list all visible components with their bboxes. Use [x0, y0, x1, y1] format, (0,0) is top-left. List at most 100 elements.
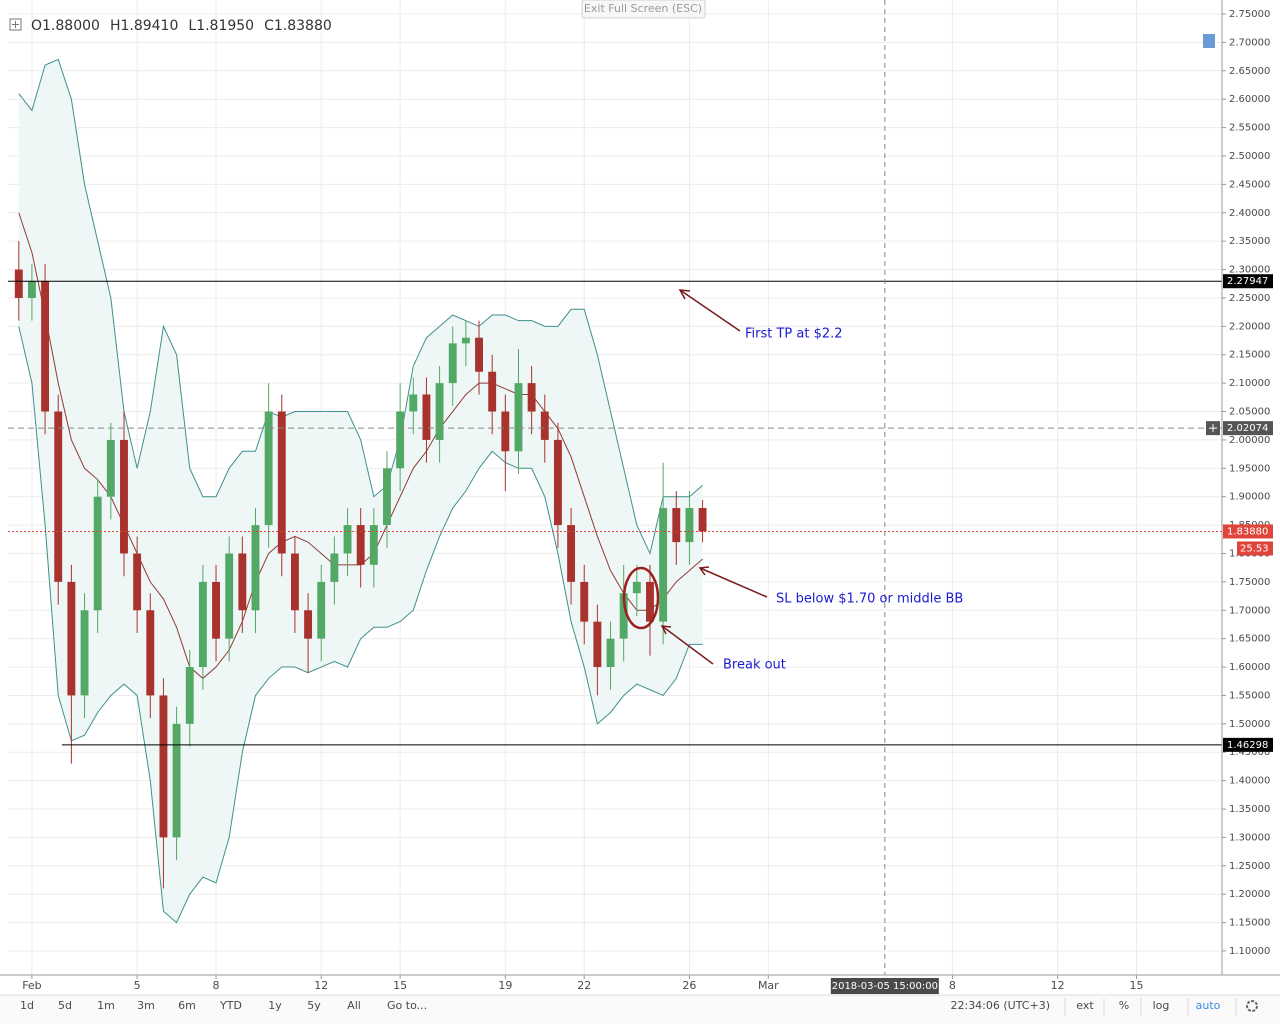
price-label: 1.46298 [1227, 740, 1268, 751]
range-button[interactable]: 6m [178, 999, 196, 1012]
candle-body [514, 383, 523, 452]
y-tick-label: 2.55000 [1229, 123, 1270, 134]
option-button[interactable]: log [1153, 999, 1170, 1012]
candle-body [659, 508, 668, 622]
range-button[interactable]: 5d [58, 999, 72, 1012]
settings-icon[interactable] [1246, 1000, 1258, 1012]
candle-body [632, 581, 641, 594]
price-sublabel-box [1237, 541, 1273, 556]
option-button[interactable]: % [1119, 999, 1129, 1012]
candle-body [290, 553, 299, 611]
y-tick-label: 1.95000 [1229, 463, 1270, 474]
arrow-head [698, 566, 710, 576]
y-tick-label: 1.60000 [1229, 662, 1270, 673]
candle-body [212, 581, 220, 639]
price-label: 2.02074 [1227, 423, 1268, 434]
candle-body [383, 468, 391, 526]
arrow [699, 567, 768, 598]
scale-icon[interactable] [1203, 34, 1215, 48]
ohlc-key: L [188, 18, 196, 34]
collapse-icon[interactable] [9, 18, 22, 31]
band-line [18, 326, 703, 924]
candle-body [396, 411, 405, 469]
candle-body [501, 411, 510, 452]
candle-body [343, 525, 352, 554]
range-button[interactable]: 1d [20, 999, 34, 1012]
x-tick-label: 26 [682, 979, 696, 992]
x-tick-label: 5 [134, 979, 141, 992]
y-tick-label: 2.60000 [1229, 94, 1270, 105]
y-tick-label: 1.90000 [1229, 492, 1270, 503]
range-button[interactable]: All [347, 999, 361, 1012]
candle-body [264, 411, 273, 526]
x-tick-label: 15 [393, 979, 407, 992]
candle-body [54, 411, 63, 582]
candle-body [567, 525, 576, 582]
ohlc-key: C [264, 18, 274, 34]
candle-body [317, 581, 326, 639]
range-button[interactable]: 3m [137, 999, 155, 1012]
candle-body [238, 553, 247, 611]
candle-body [606, 638, 615, 668]
y-tick-label: 1.55000 [1229, 690, 1270, 701]
arrow-head [678, 289, 691, 300]
candle-body [251, 525, 260, 611]
candle-body [435, 383, 444, 440]
arrows [660, 289, 768, 665]
plot [14, 58, 707, 924]
annotation: Break out [723, 658, 786, 673]
fullscreen-button[interactable] [581, 0, 706, 19]
candle-body [422, 394, 431, 440]
y-tick-label: 2.65000 [1229, 66, 1270, 77]
ohlc-value: 1.89410 [120, 18, 178, 34]
ohlc-key: H [110, 18, 121, 34]
price-sublabel: 25.53 [1240, 543, 1269, 554]
x-tick-label: 12 [1051, 979, 1065, 992]
annotation: First TP at $2.2 [745, 327, 843, 342]
y-tick-label: 2.35000 [1229, 236, 1270, 247]
price-label-box [1223, 274, 1273, 289]
y-tick-label: 1.30000 [1229, 832, 1270, 843]
candle-body [185, 667, 194, 724]
candle-body [277, 411, 286, 554]
y-tick-label: 1.35000 [1229, 804, 1270, 815]
option-button[interactable]: ext [1076, 999, 1094, 1012]
highlight-circle [622, 566, 660, 630]
y-tick-label: 1.25000 [1229, 861, 1270, 872]
y-tick-label: 2.05000 [1229, 407, 1270, 418]
candle-body [461, 337, 470, 344]
y-tick-label: 2.40000 [1229, 208, 1270, 219]
y-tick-label: 2.25000 [1229, 293, 1270, 304]
x-tick-label: 15 [1130, 979, 1144, 992]
crosshair-label: 2018-03-05 15:00:00 [832, 981, 938, 992]
range-button[interactable]: 1y [268, 999, 282, 1012]
range-button[interactable]: 5y [307, 999, 321, 1012]
candle-body [646, 581, 654, 622]
y-tick-label: 2.10000 [1229, 378, 1270, 389]
overlay: 2.27947 2.02074 1.83880 25.53 1.46298 2018-03… [8, 0, 1273, 994]
y-tick-label: 1.10000 [1229, 946, 1270, 957]
price-label-box [1223, 524, 1273, 539]
candle-body [198, 581, 207, 668]
price-label-box [1223, 421, 1273, 436]
y-tick-label: 1.15000 [1229, 918, 1270, 929]
candle-body [93, 496, 102, 611]
candle-body [356, 525, 365, 565]
y-tick-label: 2.50000 [1229, 151, 1270, 162]
candle-body [409, 394, 418, 412]
candle-body [106, 439, 115, 497]
candle-body [685, 508, 694, 543]
option-button[interactable]: auto [1196, 999, 1221, 1012]
candle-body [593, 621, 602, 668]
candle-body [527, 383, 536, 412]
goto-button[interactable]: Go to... [387, 999, 427, 1012]
arrow [661, 625, 714, 665]
y-tick-label: 1.40000 [1229, 776, 1270, 787]
candle-body [540, 411, 549, 440]
y-tick-label: 2.30000 [1229, 265, 1270, 276]
range-button[interactable]: 1m [97, 999, 115, 1012]
toolbar [0, 995, 1280, 1024]
range-button[interactable]: YTD [219, 999, 242, 1012]
candle-body [619, 593, 628, 639]
